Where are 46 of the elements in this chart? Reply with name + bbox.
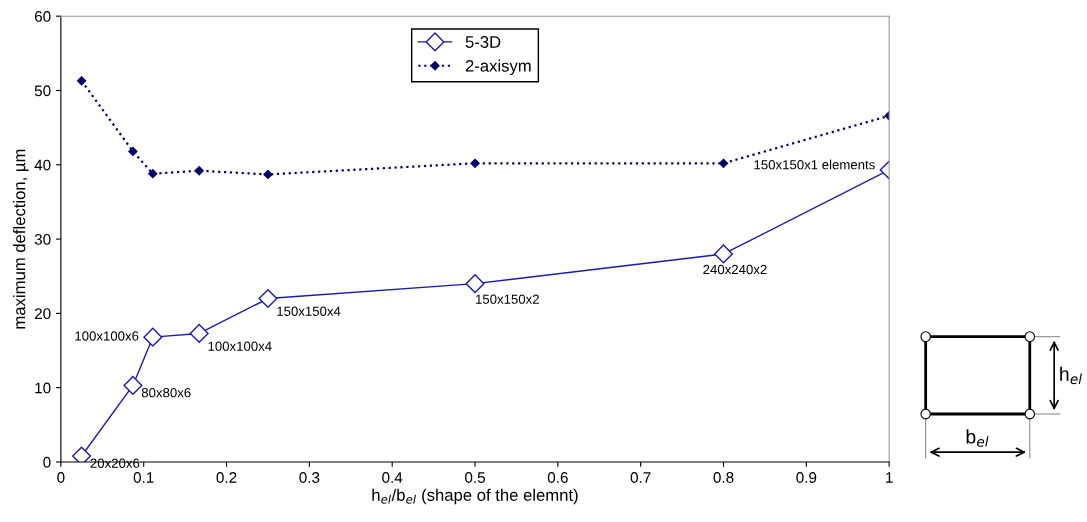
point — [76, 76, 87, 86]
x-tick-label: 0.7 — [630, 472, 651, 483]
legend-label: 2-axisym — [465, 59, 531, 76]
annotation: 20x20x6 — [90, 458, 140, 468]
y-tick-label: 10 — [35, 382, 51, 394]
legend-label: 5-3D — [465, 36, 501, 48]
x-tick-label: 0.8 — [713, 472, 734, 483]
point — [465, 274, 485, 294]
annotation: 150x150x4 — [277, 306, 341, 316]
y-axis-title: maximum deflection, µm — [13, 149, 29, 329]
annotation: 80x80x6 — [141, 387, 191, 398]
point — [148, 169, 158, 179]
y-tick-label: 0 — [43, 456, 51, 468]
x-tick-label: 1 — [886, 472, 893, 483]
x-axis-title: h$_{el}$/b$_{el}$ (shape of the elemnt) — [372, 488, 578, 505]
text: h$_{el}$ — [1060, 366, 1082, 385]
x-tick-label: 0.4 — [382, 472, 403, 483]
annotation: 150x150x2 — [476, 294, 539, 304]
point — [470, 158, 480, 168]
point — [718, 158, 729, 168]
x-tick-label: 0.3 — [299, 472, 320, 483]
text: b$_{el}$ — [966, 429, 989, 447]
y-tick-label: 60 — [34, 11, 51, 22]
x-tick-label: 0.5 — [465, 472, 485, 483]
point — [72, 446, 92, 462]
y-tick-label: 30 — [34, 233, 51, 245]
point — [128, 146, 138, 157]
x-tick-label: 0.2 — [216, 472, 237, 483]
x-tick-label: 0.9 — [796, 472, 817, 483]
point — [123, 375, 143, 395]
point — [713, 244, 734, 264]
point — [189, 323, 209, 343]
point — [194, 166, 204, 176]
x-tick-label: 0.1 — [133, 472, 154, 483]
x-tick-label: 0 — [57, 472, 65, 483]
annotation: 100x100x6 — [75, 331, 139, 341]
point — [143, 327, 163, 347]
annotation: 150x150x1 elements — [754, 159, 875, 170]
point — [258, 288, 278, 309]
point — [263, 169, 273, 180]
x-tick-label: 0.6 — [547, 472, 568, 483]
y-tick-label: 20 — [34, 308, 51, 320]
annotation: 240x240x2 — [703, 264, 767, 275]
y-tick-label: 40 — [34, 159, 51, 171]
annotation: 100x100x4 — [208, 341, 272, 351]
y-tick-label: 50 — [34, 85, 51, 97]
